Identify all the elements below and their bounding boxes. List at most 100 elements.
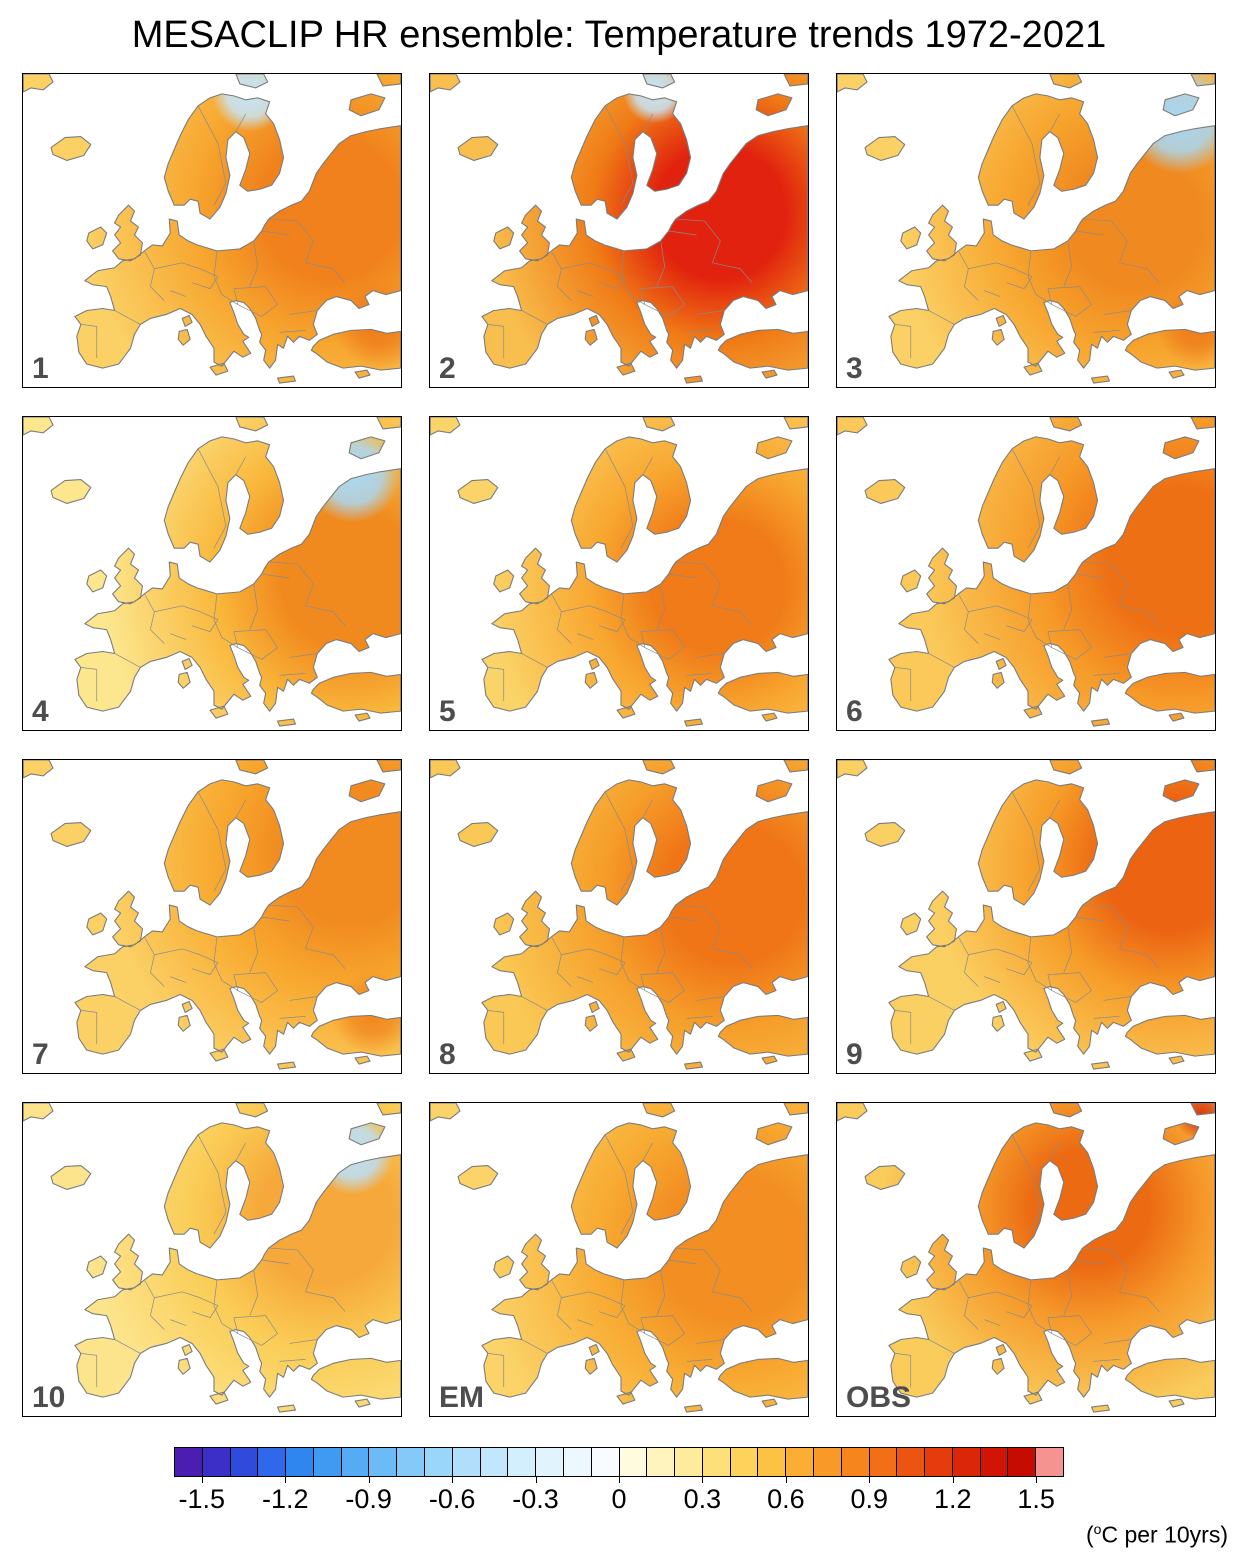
colorbar-tick-mark <box>702 1477 704 1483</box>
colorbar-segment <box>869 1448 898 1476</box>
colorbar-segment <box>758 1448 787 1476</box>
colorbar-segment <box>813 1448 842 1476</box>
europe-map <box>430 760 808 1070</box>
colorbar-segment <box>675 1448 703 1476</box>
units-degree: o <box>1093 1521 1102 1537</box>
colorbar-tick-label: 1.2 <box>933 1484 972 1514</box>
colorbar-segment <box>230 1448 259 1476</box>
map-grid: 1 2 3 4 5 6 7 8 9 10 EM OBS <box>0 73 1238 1417</box>
panel-label: OBS <box>846 1381 912 1414</box>
colorbar-segment <box>1008 1448 1037 1476</box>
colorbar-segment <box>341 1448 370 1476</box>
colorbar-tick-label: -1.5 <box>178 1484 226 1514</box>
colorbar-tick-mark <box>1036 1477 1038 1483</box>
colorbar-ticks: -1.5 -1.2 -0.9 -0.6 -0.3 0 0.3 0.6 0.9 1.2 1.5 <box>174 1477 1064 1521</box>
colorbar-segment <box>536 1448 564 1476</box>
colorbar-tick-mark <box>285 1477 287 1483</box>
colorbar-tick-label: -0.6 <box>428 1484 476 1514</box>
colorbar-tick-mark <box>535 1477 537 1483</box>
colorbar-segment <box>647 1448 676 1476</box>
europe-map <box>837 760 1215 1070</box>
europe-map <box>23 760 401 1070</box>
colorbar-segment <box>175 1448 203 1476</box>
colorbar-tick-label: 1.5 <box>1017 1484 1055 1514</box>
colorbar-segment <box>702 1448 731 1476</box>
panel-label: 8 <box>439 1038 456 1071</box>
colorbar-segment <box>1036 1448 1063 1476</box>
colorbar-segment <box>952 1448 981 1476</box>
europe-map <box>837 417 1215 727</box>
colorbar-segment <box>925 1448 953 1476</box>
colorbar-segment <box>313 1448 342 1476</box>
panel-label: 6 <box>846 695 863 728</box>
colorbar-tick-mark <box>368 1477 370 1483</box>
colorbar-tick-label: 0.6 <box>767 1484 805 1514</box>
colorbar-segment <box>202 1448 231 1476</box>
colorbar-segment <box>786 1448 814 1476</box>
colorbar-segment <box>841 1448 870 1476</box>
colorbar-segment <box>425 1448 453 1476</box>
colorbar-segment <box>508 1448 537 1476</box>
europe-map <box>430 74 808 384</box>
colorbar-segment <box>563 1448 592 1476</box>
colorbar-segment <box>480 1448 509 1476</box>
figure-title: MESACLIP HR ensemble: Temperature trends… <box>131 14 1107 56</box>
colorbar-tick-mark <box>452 1477 454 1483</box>
colorbar-strip <box>174 1447 1064 1477</box>
panel-label: 10 <box>32 1381 66 1414</box>
panel-label: 2 <box>439 352 456 385</box>
colorbar-units: (oC per 10yrs) <box>10 1521 1228 1557</box>
panel-label: 7 <box>32 1038 49 1071</box>
colorbar-tick-label: 0.9 <box>850 1484 889 1514</box>
colorbar-segment <box>730 1448 759 1476</box>
europe-map <box>837 74 1215 384</box>
map-panel-6: 6 <box>836 416 1216 731</box>
colorbar-segment <box>619 1448 648 1476</box>
map-panel-7: 7 <box>22 759 402 1074</box>
colorbar-tick-label: 0 <box>611 1484 627 1514</box>
map-panel-5: 5 <box>429 416 809 731</box>
map-panel-8: 8 <box>429 759 809 1074</box>
map-panel-em: EM <box>429 1102 809 1417</box>
colorbar-segment <box>980 1448 1009 1476</box>
map-panel-2: 2 <box>429 73 809 388</box>
colorbar-tick-label: -0.3 <box>512 1484 559 1514</box>
panel-label: 5 <box>439 695 456 728</box>
units-prefix: ( <box>1085 1521 1094 1548</box>
map-panel-9: 9 <box>836 759 1216 1074</box>
colorbar-tick-mark <box>869 1477 871 1483</box>
panel-label: 3 <box>846 352 863 385</box>
europe-map <box>23 417 401 727</box>
colorbar-segment <box>591 1448 620 1476</box>
europe-map <box>430 417 808 727</box>
map-panel-1: 1 <box>22 73 402 388</box>
europe-map <box>23 74 401 384</box>
colorbar-tick-mark <box>785 1477 787 1483</box>
europe-map <box>23 1103 401 1413</box>
colorbar-segment <box>897 1448 926 1476</box>
panel-label: 1 <box>32 352 49 385</box>
colorbar-tick-label: -1.2 <box>261 1484 309 1514</box>
panel-label: 4 <box>32 695 49 728</box>
colorbar-tick-mark <box>619 1477 620 1483</box>
panel-label: EM <box>439 1381 484 1414</box>
map-panel-obs: OBS <box>836 1102 1216 1417</box>
europe-map <box>430 1103 808 1413</box>
panel-label: 9 <box>846 1038 863 1071</box>
colorbar: -1.5 -1.2 -0.9 -0.6 -0.3 0 0.3 0.6 0.9 1.2 1.5 <box>174 1447 1064 1521</box>
colorbar-tick-label: -0.9 <box>345 1484 392 1514</box>
colorbar-segment <box>397 1448 426 1476</box>
map-panel-10: 10 <box>22 1102 402 1417</box>
units-text: C per 10yrs) <box>1101 1521 1228 1548</box>
map-panel-4: 4 <box>22 416 402 731</box>
colorbar-segment <box>286 1448 314 1476</box>
colorbar-tick-label: 0.3 <box>683 1484 722 1514</box>
colorbar-segment <box>369 1448 398 1476</box>
colorbar-tick-mark <box>952 1477 954 1483</box>
colorbar-tick-mark <box>201 1477 203 1483</box>
europe-map <box>837 1103 1215 1413</box>
colorbar-segment <box>258 1448 287 1476</box>
map-panel-3: 3 <box>836 73 1216 388</box>
colorbar-segment <box>452 1448 481 1476</box>
